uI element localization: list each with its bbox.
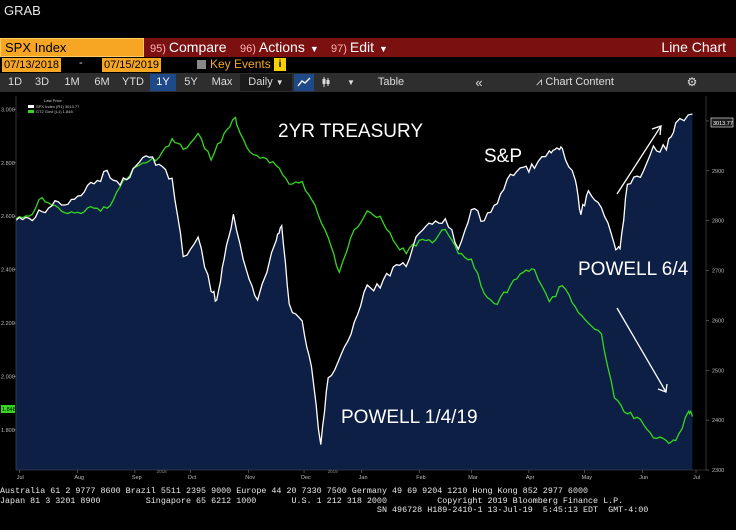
annotation-2yr-treasury: 2YR TREASURY [278, 121, 423, 142]
x-tick-label: Oct [188, 475, 197, 481]
compare-menu[interactable]: 95) Compare [150, 38, 227, 57]
annotation-powell-jan: POWELL 1/4/19 [341, 407, 478, 428]
range-ytd-button[interactable]: YTD [122, 76, 144, 88]
footer-line-3: SN 496728 H189-2410-1 13-Jul-19 5:45:13 … [0, 505, 649, 515]
right-tick-label: 2800 [712, 219, 724, 225]
range-1m-button[interactable]: 1M [64, 76, 80, 88]
legend-swatch-spx [28, 105, 34, 108]
grab-label: GRAB [4, 3, 41, 18]
legend-label-spx: SPX Index (R1) 3013.77 [36, 104, 80, 109]
right-tick-label: 2300 [712, 468, 724, 474]
edit-menu-number: 97) [331, 43, 347, 55]
chevron-down-icon[interactable]: ▼ [347, 78, 355, 87]
range-6m-button[interactable]: 6M [94, 76, 110, 88]
edit-menu[interactable]: 97) Edit ▼ [331, 38, 388, 57]
left-tick-label: 2.000 [1, 375, 15, 381]
key-events-checkbox[interactable] [197, 60, 206, 69]
last-value-badges: 3013.77 1.848 [1, 117, 734, 413]
right-tick-label: 2900 [712, 169, 724, 175]
annotation-sp: S&P [484, 146, 522, 167]
actions-menu[interactable]: 96) Actions ▼ [240, 38, 319, 57]
x-tick-label: Jul [17, 475, 24, 481]
x-tick-label: Jul [693, 475, 700, 481]
x-tick-label: Sep [132, 475, 142, 481]
right-tick-label: 2700 [712, 269, 724, 275]
compare-menu-label: Compare [168, 39, 227, 55]
arrow-up-icon [616, 125, 662, 195]
legend-title: Last Price [44, 98, 63, 103]
right-tick-label: 2400 [712, 418, 724, 424]
chart-content-icon: ⩘ [536, 76, 543, 88]
footer-line-1: Australia 61 2 9777 8600 Brazil 5511 239… [0, 486, 589, 496]
arrow-down-icon [616, 307, 667, 393]
compare-menu-number: 95) [150, 43, 166, 55]
spx-series-line [15, 113, 693, 445]
year-label-2019: 2019 [328, 469, 339, 474]
line-chart: 230024002500260027002800290030001.8002.0… [1, 96, 734, 481]
candlestick-icon[interactable] [318, 74, 334, 91]
x-tick-label: Jan [359, 475, 368, 481]
edit-menu-label: Edit [349, 39, 375, 55]
range-3d-button[interactable]: 3D [34, 76, 50, 88]
chevron-down-icon: ▼ [275, 78, 284, 87]
annotations: 2YR TREASURY S&P POWELL 6/4 POWELL 1/4/1… [278, 121, 689, 428]
chevron-down-icon: ▼ [309, 44, 319, 54]
year-label-2018: 2018 [157, 469, 168, 474]
security-input[interactable]: SPX Index [0, 38, 144, 57]
left-tick-label: 1.800 [1, 428, 15, 434]
table-button[interactable]: Table [377, 76, 405, 88]
x-tick-label: Dec [301, 475, 311, 481]
x-tick-label: Nov [245, 475, 255, 481]
arrow-up-head [651, 125, 662, 136]
arrow-down-head [657, 383, 668, 393]
left-tick-label: 3.000 [1, 107, 15, 113]
right-tick-label: 2600 [712, 318, 724, 324]
chart-content-button[interactable]: ⩘ Chart Content [528, 74, 622, 91]
annotation-powell-jun: POWELL 6/4 [578, 259, 689, 280]
legend-label-gt2: GT2 Govt (L1) 1.848 [36, 109, 73, 114]
key-events-label: Key Events [210, 57, 271, 71]
left-tick-label: 2.800 [1, 161, 15, 167]
range-1d-button[interactable]: 1D [7, 76, 23, 88]
gear-icon[interactable]: ⚙ [686, 75, 698, 89]
left-tick-label: 2.600 [1, 214, 15, 220]
date-separator: - [79, 57, 83, 69]
start-date-input[interactable]: 07/13/2018 [2, 58, 62, 72]
frequency-select[interactable]: Daily ▼ [240, 74, 292, 91]
info-icon[interactable]: i [274, 58, 286, 71]
chart-content-label: Chart Content [545, 76, 614, 88]
range-max-button[interactable]: Max [211, 76, 233, 88]
x-tick-label: May [582, 475, 593, 481]
chart-legend: Last Price SPX Index (R1) 3013.77 GT2 Go… [28, 98, 80, 114]
right-tick-label: 2500 [712, 368, 724, 374]
x-tick-label: Apr [526, 475, 535, 481]
view-title: Line Chart [661, 39, 726, 55]
footer-contacts: Australia 61 2 9777 8600 Brazil 5511 239… [0, 486, 736, 516]
menu-bar [0, 38, 736, 57]
footer-line-2: Japan 81 3 3201 8900 Singapore 65 6212 1… [0, 495, 624, 506]
x-tick-label: Aug [74, 475, 84, 481]
gt2-last-value: 1.848 [2, 407, 16, 413]
x-tick-label: Feb [416, 475, 425, 481]
x-tick-label: Mar [468, 475, 478, 481]
left-tick-label: 2.200 [1, 321, 15, 327]
line-chart-icon[interactable] [294, 74, 314, 91]
range-5y-button[interactable]: 5Y [184, 76, 198, 88]
actions-menu-label: Actions [258, 39, 305, 55]
collapse-icon[interactable]: « [475, 75, 483, 90]
chevron-down-icon: ▼ [379, 44, 388, 54]
left-tick-label: 2.400 [1, 268, 15, 274]
date-row [0, 57, 736, 73]
spx-area-fill [16, 114, 693, 470]
frequency-value: Daily [248, 76, 273, 88]
chart-axes: 230024002500260027002800290030001.8002.0… [1, 96, 724, 481]
range-1y-button[interactable]: 1Y [150, 74, 176, 91]
spx-last-value: 3013.77 [713, 121, 733, 127]
toolbar [0, 73, 736, 92]
end-date-input[interactable]: 07/15/2019 [102, 58, 162, 72]
actions-menu-number: 96) [240, 43, 256, 55]
x-tick-label: Jun [639, 475, 648, 481]
legend-swatch-gt2 [28, 110, 34, 113]
